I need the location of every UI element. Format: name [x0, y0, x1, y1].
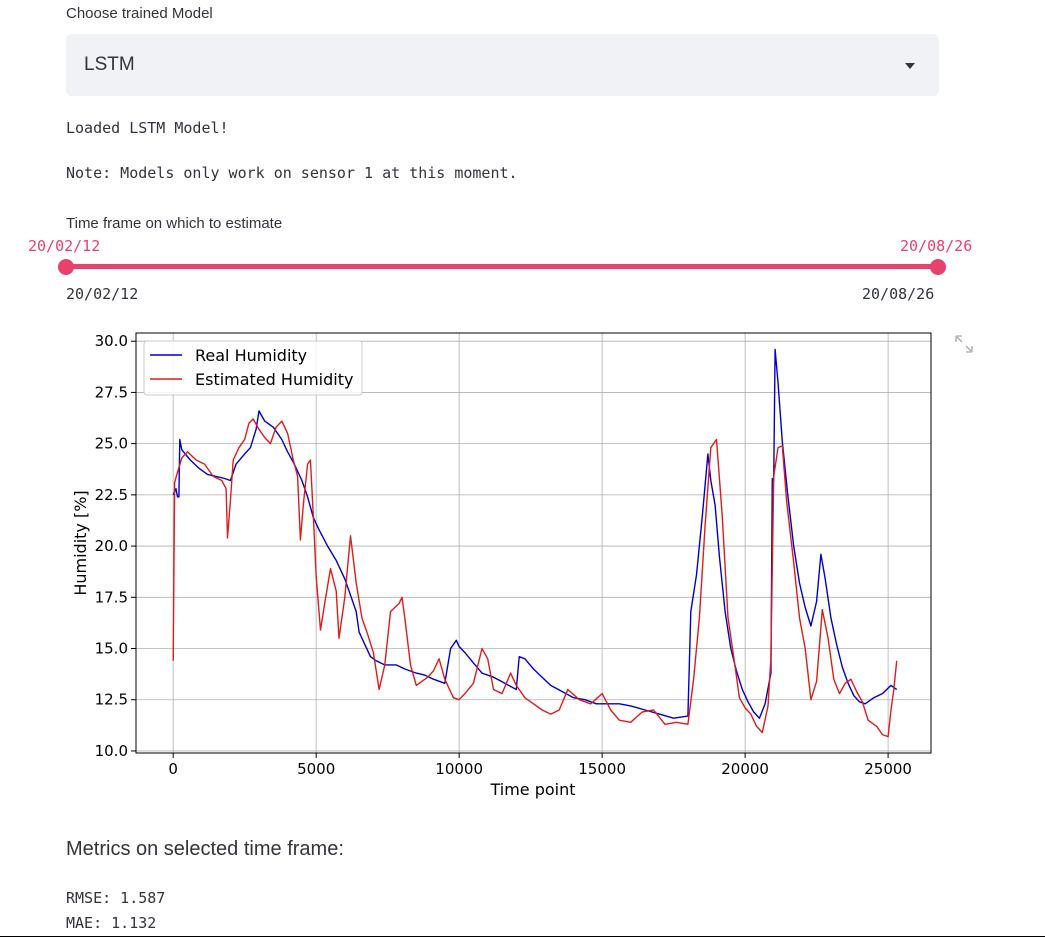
chart-legend: Real Humidity Estimated Humidity: [143, 340, 363, 396]
note-message: Note: Models only work on sensor 1 at th…: [66, 164, 518, 182]
x-tick-label: 10000: [435, 760, 483, 778]
metrics-heading: Metrics on selected time frame:: [66, 838, 344, 860]
y-axis-label: Humidity [%]: [71, 490, 90, 595]
y-tick-label: 15.0: [95, 640, 128, 658]
y-tick-label: 25.0: [95, 435, 128, 453]
rmse-value: RMSE: 1.587: [66, 889, 166, 907]
y-ticks: 10.0 12.5 15.0 17.5 20.0 22.5 25.0 27.5 30.0: [95, 332, 136, 760]
slider-track[interactable]: [66, 264, 938, 269]
y-tick-label: 12.5: [95, 691, 128, 709]
x-axis-label: Time point: [489, 780, 575, 799]
y-tick-label: 30.0: [95, 332, 128, 350]
slider-start-value: 20/02/12: [28, 237, 101, 255]
y-tick-label: 27.5: [95, 383, 128, 401]
loaded-message: Loaded LSTM Model!: [66, 119, 229, 137]
slider-end-handle[interactable]: [930, 259, 946, 275]
x-ticks: 0 5000 10000 15000 20000 25000: [168, 753, 912, 778]
legend-label-real: Real Humidity: [195, 346, 307, 365]
slider-start-handle[interactable]: [58, 259, 74, 275]
chevron-down-icon: [905, 63, 915, 69]
y-tick-label: 20.0: [95, 537, 128, 555]
model-select-value: LSTM: [84, 54, 135, 75]
model-select-label: Choose trained Model: [66, 5, 213, 22]
legend-label-estimated: Estimated Humidity: [195, 370, 353, 389]
x-tick-label: 15000: [578, 760, 626, 778]
series-line-real-humidity: [172, 348, 898, 719]
plot-frame: [135, 332, 932, 754]
mae-value: MAE: 1.132: [66, 914, 157, 932]
model-select[interactable]: LSTM: [66, 34, 939, 96]
slider-label: Time frame on which to estimate: [66, 215, 283, 232]
slider-max-label: 20/08/26: [862, 285, 935, 303]
x-tick-label: 20000: [721, 760, 769, 778]
y-tick-label: 10.0: [95, 742, 128, 760]
x-tick-label: 0: [168, 760, 178, 778]
slider-min-label: 20/02/12: [66, 285, 139, 303]
chart-grid: [136, 333, 931, 753]
series-line-estimated-humidity: [172, 418, 898, 738]
bottom-divider: [0, 936, 1045, 937]
y-tick-label: 22.5: [95, 486, 128, 504]
expand-icon[interactable]: [954, 334, 974, 354]
humidity-chart: 0 5000 10000 15000 20000 25000 10.0 12.5 15.0 17…: [71, 332, 932, 799]
y-tick-label: 17.5: [95, 588, 128, 606]
chart-series: [172, 348, 898, 738]
x-tick-label: 25000: [864, 760, 912, 778]
slider-end-value: 20/08/26: [900, 237, 973, 255]
x-tick-label: 5000: [297, 760, 335, 778]
